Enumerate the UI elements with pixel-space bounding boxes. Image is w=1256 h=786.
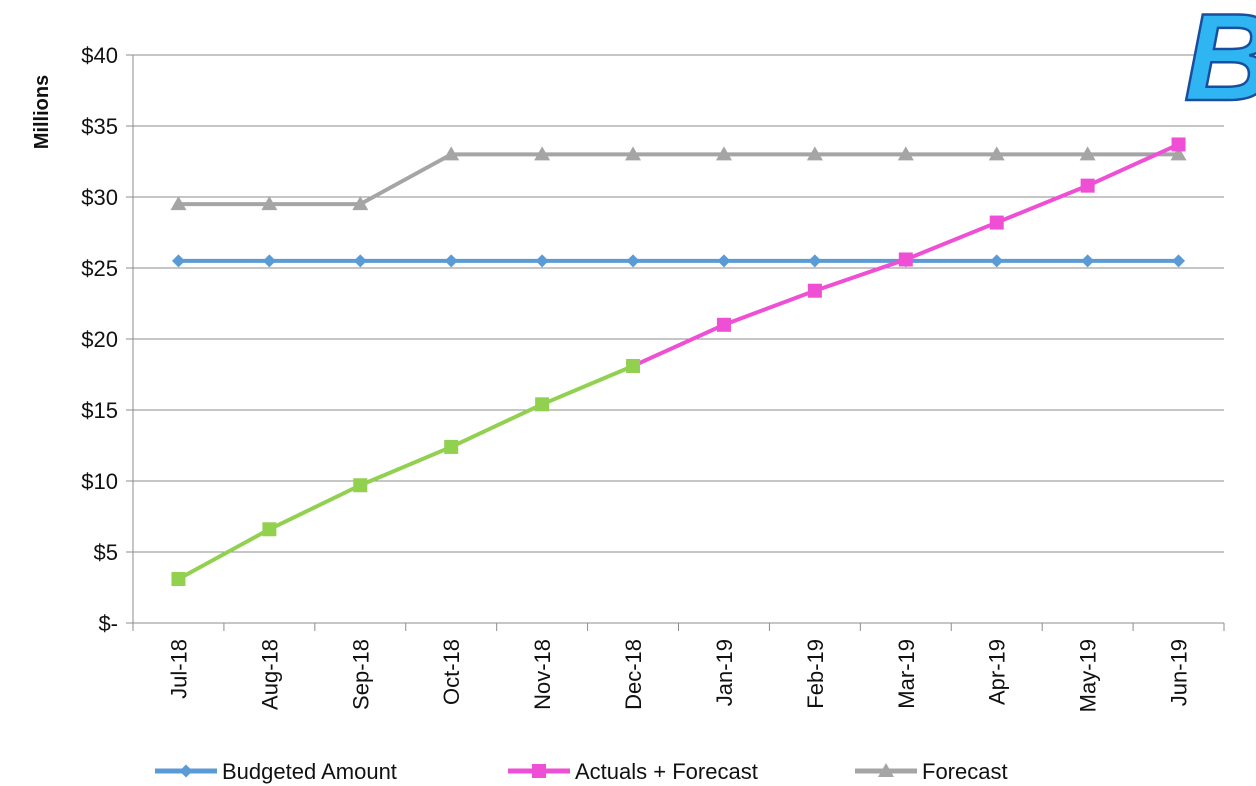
- forecast-point: [261, 196, 278, 211]
- series-lines: [177, 142, 1180, 581]
- corner-letter-mark: B: [1184, 0, 1256, 127]
- y-tick-label: $15: [81, 398, 118, 423]
- x-tick-label: Feb-19: [803, 639, 828, 709]
- budgeted-amount-point: [171, 254, 185, 268]
- forecast-point: [625, 146, 642, 161]
- axes: $- $5 $10 $15 $20 $25 $30 $35 $40 Jul-18 Aug-18 Sep…: [81, 43, 1225, 712]
- actuals-forecast-point: [171, 571, 186, 586]
- forecast-point: [352, 196, 369, 211]
- forecast-point: [715, 146, 732, 161]
- x-tick-label: Aug-18: [257, 639, 282, 710]
- y-tick-label: $10: [81, 469, 118, 494]
- budgeted-amount-point: [1172, 254, 1186, 268]
- budgeted-amount-point: [262, 254, 276, 268]
- y-tick-label: $40: [81, 43, 118, 68]
- series-markers: [170, 137, 1187, 586]
- actuals-forecast-point: [898, 252, 913, 267]
- actuals-forecast-point: [989, 215, 1004, 230]
- actuals-forecast-point: [626, 358, 641, 373]
- legend-item: Budgeted Amount: [155, 759, 397, 784]
- y-axis-label: Millions: [31, 75, 53, 149]
- forecast-point: [806, 146, 823, 161]
- x-tick-label: Oct-18: [439, 639, 464, 705]
- legend: Budgeted Amount Actuals + Forecast Forecas…: [155, 759, 1008, 784]
- budgeted-amount-point: [535, 254, 549, 268]
- budgeted-amount-point: [626, 254, 640, 268]
- budgeted-amount-point: [990, 254, 1004, 268]
- x-tick-label: Nov-18: [530, 639, 555, 710]
- forecast-point: [1170, 146, 1187, 161]
- actuals-forecast-point: [807, 283, 822, 298]
- actuals-forecast-point: [716, 317, 731, 332]
- actuals-forecast-point: [1080, 178, 1095, 193]
- legend-item: Actuals + Forecast: [508, 759, 758, 784]
- y-tick-label: $35: [81, 114, 118, 139]
- forecast-point: [534, 146, 551, 161]
- budgeted-amount-point: [353, 254, 367, 268]
- y-tick-label: $20: [81, 327, 118, 352]
- actuals-forecast-point: [262, 522, 277, 537]
- y-tick-label: $5: [94, 540, 118, 565]
- x-tick-label: Dec-18: [621, 639, 646, 710]
- y-tick-label: $-: [98, 611, 118, 636]
- x-tick-label: Jun-19: [1167, 639, 1192, 706]
- legend-marker: [179, 764, 193, 778]
- x-tick-label: Apr-19: [985, 639, 1010, 705]
- actuals-forecast-point: [353, 478, 368, 493]
- legend-label: Forecast: [922, 759, 1008, 784]
- gridlines: [133, 54, 1224, 553]
- actuals-forecast-point: [444, 439, 459, 454]
- actuals-forecast-point: [535, 397, 550, 412]
- budgeted-amount-point: [808, 254, 822, 268]
- budgeted-amount-point: [444, 254, 458, 268]
- legend-item: Forecast: [855, 759, 1008, 784]
- y-tick-label: $30: [81, 185, 118, 210]
- legend-label: Actuals + Forecast: [575, 759, 758, 784]
- legend-label: Budgeted Amount: [222, 759, 397, 784]
- forecast-line: [178, 152, 1179, 207]
- x-tick-label: Mar-19: [894, 639, 919, 709]
- forecast-point: [1079, 146, 1096, 161]
- x-tick-label: May-19: [1076, 639, 1101, 712]
- actuals-line: [177, 364, 634, 581]
- forecast-point: [443, 146, 460, 161]
- x-tick-label: Sep-18: [348, 639, 373, 710]
- budgeted-amount-point: [1081, 254, 1095, 268]
- x-tick-label: Jan-19: [712, 639, 737, 706]
- forecast-point: [897, 146, 914, 161]
- legend-marker: [532, 764, 546, 778]
- y-tick-label: $25: [81, 256, 118, 281]
- x-tick-label: Jul-18: [166, 639, 191, 699]
- forecast-point: [170, 196, 187, 211]
- budgeted-amount-point: [717, 254, 731, 268]
- legend-marker: [878, 763, 894, 777]
- forecast-point: [988, 146, 1005, 161]
- actuals-forecast-point: [1171, 137, 1186, 152]
